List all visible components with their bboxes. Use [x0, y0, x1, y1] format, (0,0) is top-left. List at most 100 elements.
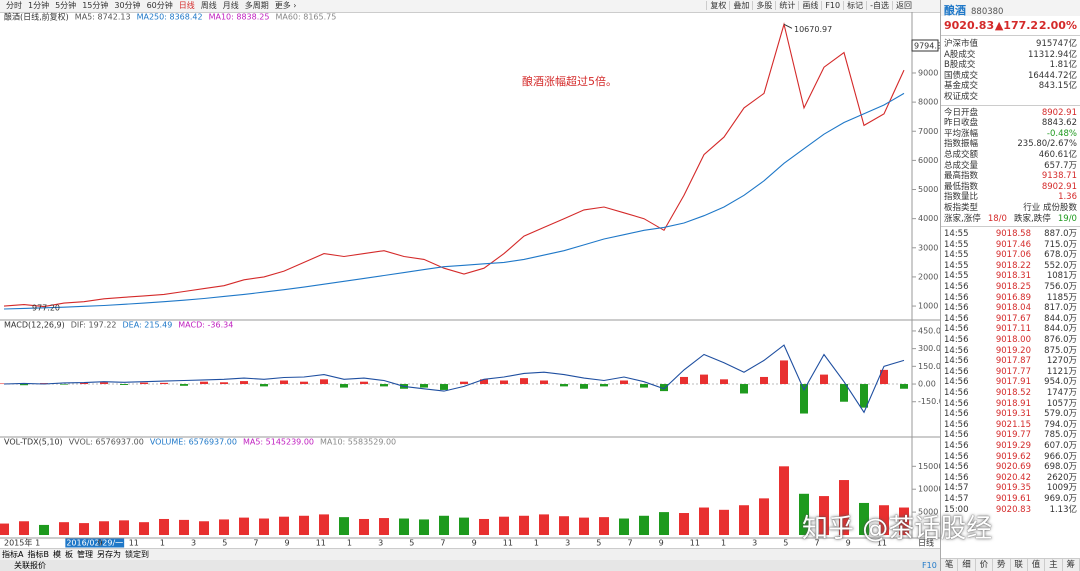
- volume-bar: [0, 523, 9, 535]
- watermark: 知乎 @茶话股经: [802, 514, 993, 544]
- period-tab[interactable]: 60分钟: [146, 1, 173, 10]
- panel-tab[interactable]: 笔: [941, 559, 959, 571]
- period-tab[interactable]: 15分钟: [82, 1, 109, 10]
- x-tick-label: 11: [690, 539, 700, 548]
- trade-volume: 1185万: [1046, 292, 1077, 303]
- breadth-item: 跌家,跌停: [1014, 213, 1051, 224]
- macd-bar: [440, 384, 448, 390]
- info-label: 板指类型: [944, 202, 979, 213]
- tool-button[interactable]: -自选: [866, 1, 892, 10]
- trade-time: 14:56: [944, 303, 969, 314]
- macd-bar: [340, 384, 348, 388]
- trade-price: 9017.67: [995, 313, 1031, 324]
- panel-tab[interactable]: 值: [1028, 559, 1046, 571]
- period-tab[interactable]: 1分钟: [28, 1, 50, 10]
- tool-button[interactable]: 复权: [706, 1, 730, 10]
- indicator-label: MA5: 8742.13: [75, 13, 131, 22]
- x-tick-label: 9: [846, 539, 851, 548]
- indicator-tab[interactable]: 锁定到: [124, 550, 149, 559]
- trade-time: 14:56: [944, 462, 969, 473]
- indicator-tab[interactable]: 管理: [76, 550, 93, 559]
- indicator-tab[interactable]: 模: [52, 550, 61, 559]
- period-tab[interactable]: 分时: [6, 1, 22, 10]
- trade-volume: 1270万: [1046, 356, 1077, 367]
- info-label: 指数量比: [944, 192, 979, 203]
- indicator-tab[interactable]: 指标A: [2, 550, 24, 559]
- tool-button[interactable]: F10: [821, 1, 844, 10]
- macd-bar: [860, 384, 868, 408]
- x-tick-label: 9: [98, 539, 103, 548]
- trade-volume: 817.0万: [1044, 303, 1077, 314]
- trade-time: 14:55: [944, 271, 969, 282]
- period-tab[interactable]: 周线: [200, 1, 217, 10]
- panel-tab[interactable]: 价: [976, 559, 994, 571]
- y-tick-label: 300.0: [918, 344, 940, 353]
- breadth-item: 18/0: [987, 213, 1007, 224]
- indicator-tab[interactable]: 板: [64, 550, 73, 559]
- macd-bar: [880, 369, 888, 385]
- last-price-label: 9794.3: [914, 42, 940, 51]
- tool-button[interactable]: 画线: [798, 1, 822, 10]
- indicator-tab[interactable]: 指标B: [27, 550, 49, 559]
- series-line: [3, 22, 905, 308]
- low-label: 977.20: [32, 304, 60, 313]
- x-tick-label: 11: [503, 539, 513, 548]
- panel-tab[interactable]: 细: [958, 559, 976, 571]
- macd-bar: [100, 382, 108, 385]
- period-tab[interactable]: 日线: [178, 1, 195, 10]
- tool-button[interactable]: 多股: [752, 1, 776, 10]
- x-tick-label: 3: [565, 539, 570, 548]
- series-line: [3, 92, 905, 310]
- macd-bar: [120, 384, 128, 385]
- period-tab[interactable]: 5分钟: [55, 1, 77, 10]
- panel-tab[interactable]: 筹: [1063, 559, 1080, 571]
- info-row: 平均涨幅 -0.48%: [941, 129, 1080, 140]
- macd-bar: [140, 382, 148, 385]
- macd-bar: [560, 384, 568, 387]
- indicator-tab[interactable]: 另存为: [96, 550, 121, 559]
- tool-button[interactable]: 返回: [892, 1, 915, 10]
- volume-bar: [479, 518, 489, 535]
- trade-row: 14:56 9017.87 1270万: [941, 356, 1080, 367]
- volume-bar: [399, 518, 409, 535]
- tool-button[interactable]: 叠加: [729, 1, 753, 10]
- trade-volume: 678.0万: [1044, 250, 1077, 261]
- trade-time: 14:56: [944, 335, 969, 346]
- volume-bar: [459, 517, 469, 535]
- volume-bar: [419, 519, 429, 535]
- period-tab[interactable]: 多周期: [244, 1, 269, 10]
- tool-button[interactable]: 标记: [843, 1, 867, 10]
- volume-bar: [819, 496, 829, 535]
- trade-volume: 1121万: [1046, 366, 1077, 377]
- panel-tab[interactable]: 主: [1045, 559, 1063, 571]
- x-tick-label: 7: [627, 539, 632, 548]
- period-tab[interactable]: 30分钟: [114, 1, 141, 10]
- panel-tab[interactable]: 势: [993, 559, 1011, 571]
- indicator-label: MA10: 8838.25: [209, 13, 270, 22]
- indicator-label: 酿酒(日线,前复权): [4, 12, 69, 22]
- info-row: 国债成交 16444.72亿: [941, 71, 1080, 82]
- macd-bar: [660, 384, 668, 392]
- period-tab[interactable]: 月线: [222, 1, 239, 10]
- breadth-item: 涨家,涨停: [944, 213, 981, 224]
- trade-time: 15:00: [944, 504, 969, 515]
- info-row: 总成交额 460.61亿: [941, 150, 1080, 161]
- trade-row: 14:56 9020.69 698.0万: [941, 462, 1080, 473]
- trade-time: 14:56: [944, 282, 969, 293]
- status-text: 关联报价: [14, 561, 46, 570]
- volume-bar: [59, 522, 69, 535]
- trade-row: 14:56 9017.11 844.0万: [941, 324, 1080, 335]
- trade-time: 14:55: [944, 229, 969, 240]
- volume-bar: [879, 505, 889, 535]
- info-value: 8902.91: [1041, 181, 1077, 192]
- tool-button[interactable]: 统计: [775, 1, 799, 10]
- indicator-label: MA5: 5145239.00: [243, 438, 314, 447]
- last-price-box: [911, 39, 939, 52]
- macd-bar: [420, 384, 428, 388]
- trade-volume: 1057万: [1046, 398, 1077, 409]
- toolbar: 分时 1分钟 5分钟 15分钟 30分钟 60分钟 日线 周线 月线 多周期 更多 › 复权 叠加 多股统…: [0, 0, 940, 13]
- macd-bar: [620, 380, 628, 385]
- panel-tab[interactable]: 联: [1011, 559, 1028, 571]
- macd-bar: [680, 376, 688, 385]
- period-tab[interactable]: 更多 ›: [274, 1, 297, 10]
